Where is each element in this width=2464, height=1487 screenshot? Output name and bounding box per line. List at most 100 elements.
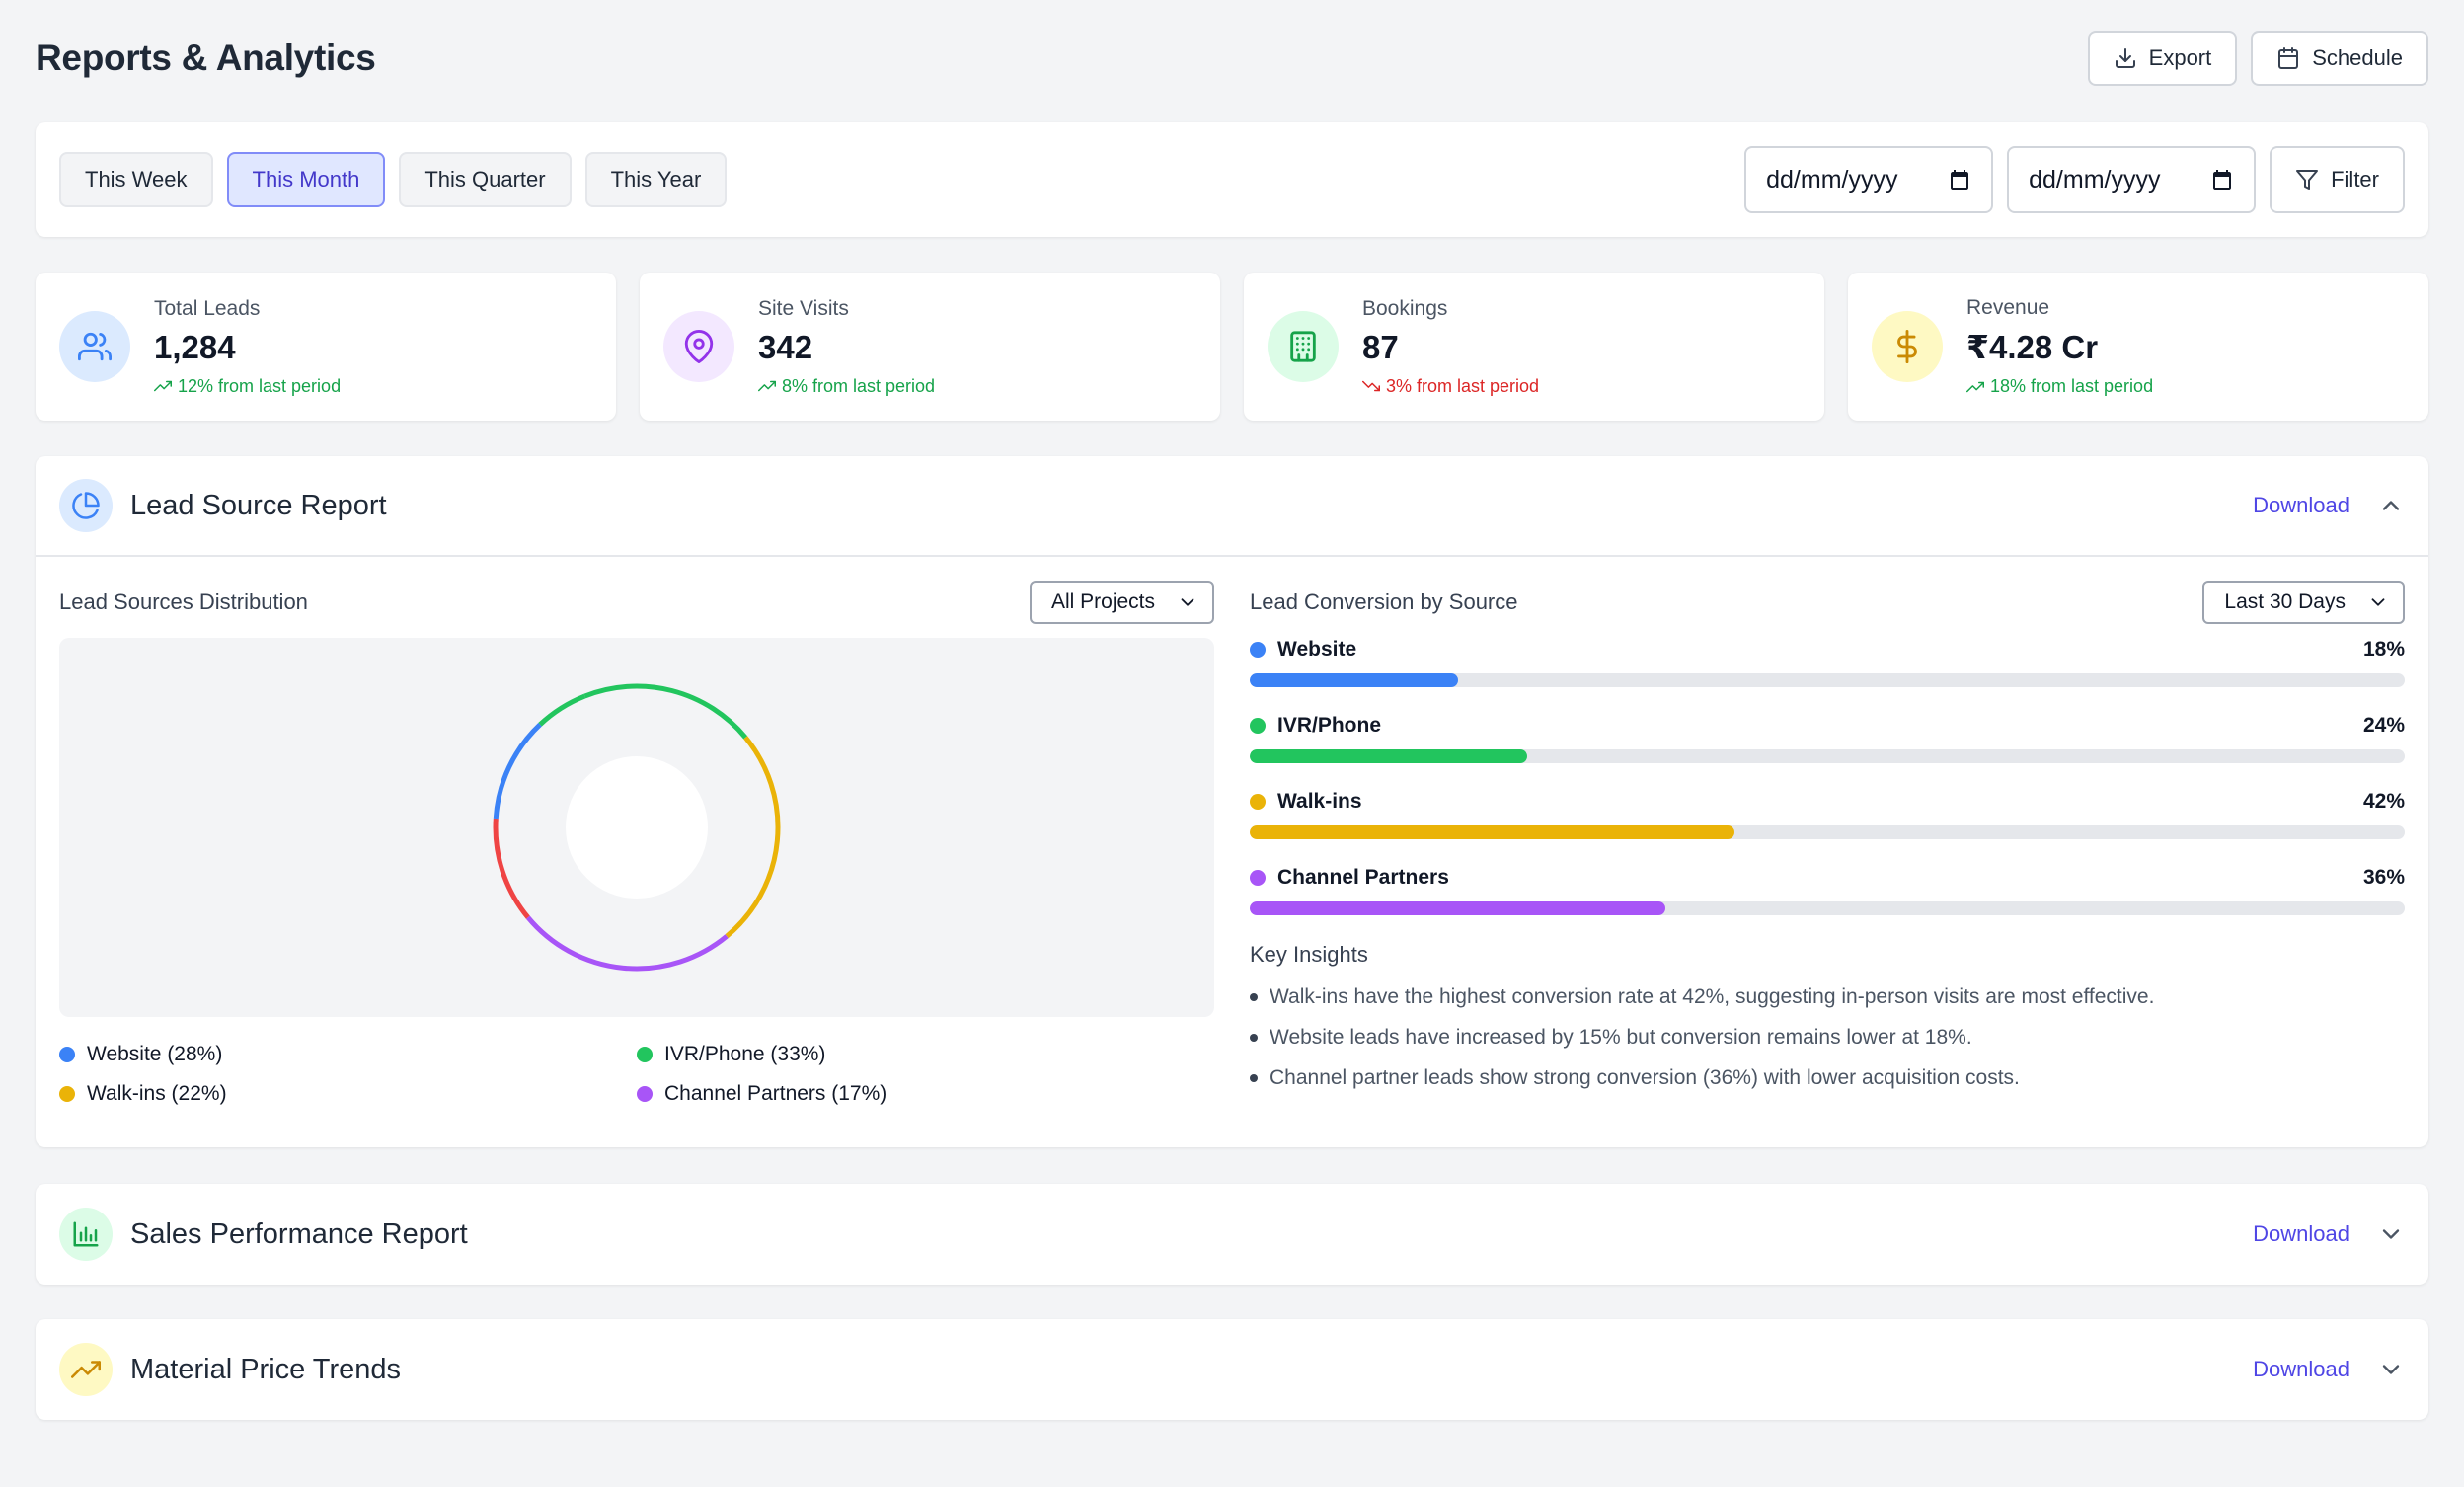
download-link[interactable]: Download (2253, 1221, 2349, 1246)
conversion-item-channel-partners: Channel Partners 36% (1250, 866, 2405, 915)
calendar-icon (2213, 170, 2232, 190)
legend-label: Channel Partners (17%) (664, 1082, 887, 1105)
stat-card-total-leads: Total Leads 1,284 12% from last period (36, 273, 616, 421)
distribution-panel: Lead Sources Distribution All Projects W… (59, 581, 1214, 1107)
date-to-text: dd/mm/yyyy (2029, 165, 2161, 194)
download-icon (2115, 48, 2135, 68)
conversion-dot (1250, 870, 1266, 886)
insight-text: Channel partner leads show strong conver… (1270, 1066, 2020, 1089)
filter-button[interactable]: Filter (2270, 146, 2405, 213)
conversion-pct: 24% (2362, 714, 2405, 737)
calendar-icon (2278, 47, 2299, 69)
insight-text: Website leads have increased by 15% but … (1270, 1026, 1972, 1049)
map-pin-icon (663, 311, 734, 382)
dollar-icon (1872, 311, 1943, 382)
stat-change-text: 3% from last period (1386, 375, 1540, 396)
stat-change-text: 18% from last period (1990, 376, 2154, 396)
legend-item-website: Website (28%) (59, 1043, 637, 1066)
trending-up-icon (154, 380, 172, 392)
lead-source-header[interactable]: Lead Source Report Download (36, 456, 2428, 557)
date-filters: dd/mm/yyyy dd/mm/yyyy Filter (1744, 146, 2405, 213)
date-to-input[interactable]: dd/mm/yyyy (2007, 146, 2257, 213)
schedule-label: Schedule (2312, 45, 2403, 70)
page-title: Reports & Analytics (36, 38, 376, 78)
donut-segment-website (493, 722, 542, 820)
legend-dot (59, 1086, 75, 1102)
period-tabs: This Week This Month This Quarter This Y… (59, 152, 728, 207)
insights-list: Walk-ins have the highest conversion rat… (1250, 985, 2405, 1090)
conversion-title: Lead Conversion by Source (1250, 589, 1518, 614)
stat-change: 3% from last period (1362, 376, 1539, 397)
stats-row: Total Leads 1,284 12% from last period S… (36, 273, 2428, 421)
insight-item: Channel partner leads show strong conver… (1250, 1066, 2405, 1090)
distribution-title: Lead Sources Distribution (59, 589, 308, 614)
sales-performance-header[interactable]: Sales Performance Report Download (36, 1184, 2428, 1285)
section-title: Material Price Trends (130, 1353, 401, 1385)
bullet (1250, 1034, 1258, 1042)
insight-item: Walk-ins have the highest conversion rat… (1250, 985, 2405, 1009)
download-link[interactable]: Download (2253, 1357, 2349, 1381)
funnel-icon (2296, 170, 2319, 190)
stat-label: Bookings (1362, 296, 1448, 320)
legend-dot (637, 1086, 653, 1102)
sales-performance-section: Sales Performance Report Download (36, 1184, 2428, 1285)
conversion-panel: Lead Conversion by Source Last 30 Days W… (1250, 581, 2405, 1107)
trending-up-icon (59, 1343, 113, 1396)
material-price-header[interactable]: Material Price Trends Download (36, 1319, 2428, 1420)
donut-segment-ivr-tail (538, 693, 586, 727)
chevron-up-icon[interactable] (2377, 492, 2405, 519)
chevron-down-icon[interactable] (2377, 1356, 2405, 1383)
donut-svg (493, 683, 781, 972)
project-select[interactable]: All Projects (1029, 581, 1214, 624)
download-link[interactable]: Download (2253, 493, 2349, 517)
chevron-down-icon (1181, 598, 1194, 606)
section-title: Lead Source Report (130, 489, 387, 521)
legend-label: Website (28%) (87, 1043, 223, 1065)
date-from-input[interactable]: dd/mm/yyyy (1744, 146, 1994, 213)
insights-title: Key Insights (1250, 942, 1368, 967)
tab-this-year[interactable]: This Year (584, 152, 728, 207)
section-title: Sales Performance Report (130, 1217, 468, 1250)
range-select-value: Last 30 Days (2224, 590, 2346, 613)
conversion-list: Website 18% IVR/Phone 24% Walk-ins 42% Chan… (1250, 638, 2405, 915)
export-label: Export (2148, 45, 2212, 70)
conversion-pct: 36% (2362, 866, 2405, 889)
stat-label: Revenue (1966, 296, 2050, 319)
legend-dot (59, 1047, 75, 1062)
bar-chart-icon (59, 1208, 113, 1261)
lead-source-section: Lead Source Report Download Lead Sources… (36, 456, 2428, 1147)
tab-this-month[interactable]: This Month (226, 152, 386, 207)
conversion-item-website: Website 18% (1250, 638, 2405, 687)
chevron-down-icon[interactable] (2377, 1220, 2405, 1248)
trending-up-icon (758, 380, 776, 392)
date-from-text: dd/mm/yyyy (1766, 165, 1898, 194)
donut-segment-other (493, 818, 530, 919)
conversion-pct: 18% (2362, 638, 2405, 661)
donut-chart (59, 638, 1214, 1017)
stat-change: 18% from last period (1966, 376, 2153, 397)
tab-this-week[interactable]: This Week (59, 152, 213, 207)
stat-card-revenue: Revenue ₹4.28 Cr 18% from last period (1848, 273, 2428, 421)
conversion-dot (1250, 794, 1266, 810)
progress-track (1250, 673, 2405, 687)
export-button[interactable]: Export (2087, 31, 2238, 86)
progress-fill (1250, 825, 1735, 839)
building-icon (1268, 311, 1339, 382)
legend-dot (637, 1047, 653, 1062)
conversion-name: Walk-ins (1277, 790, 1362, 813)
lead-source-body: Lead Sources Distribution All Projects W… (36, 557, 2428, 1107)
schedule-button[interactable]: Schedule (2251, 31, 2428, 86)
filter-label: Filter (2331, 167, 2379, 192)
progress-track (1250, 901, 2405, 915)
filter-bar: This Week This Month This Quarter This Y… (36, 122, 2428, 237)
range-select[interactable]: Last 30 Days (2202, 581, 2405, 624)
donut-segment-channel-partners (525, 915, 729, 972)
conversion-dot (1250, 718, 1266, 734)
legend-item-channel-partners: Channel Partners (17%) (637, 1082, 1214, 1106)
stat-label: Total Leads (154, 296, 261, 320)
stat-change-text: 8% from last period (782, 375, 936, 396)
conversion-name: Channel Partners (1277, 866, 1449, 889)
conversion-name: Website (1277, 638, 1357, 661)
tab-this-quarter[interactable]: This Quarter (399, 152, 572, 207)
